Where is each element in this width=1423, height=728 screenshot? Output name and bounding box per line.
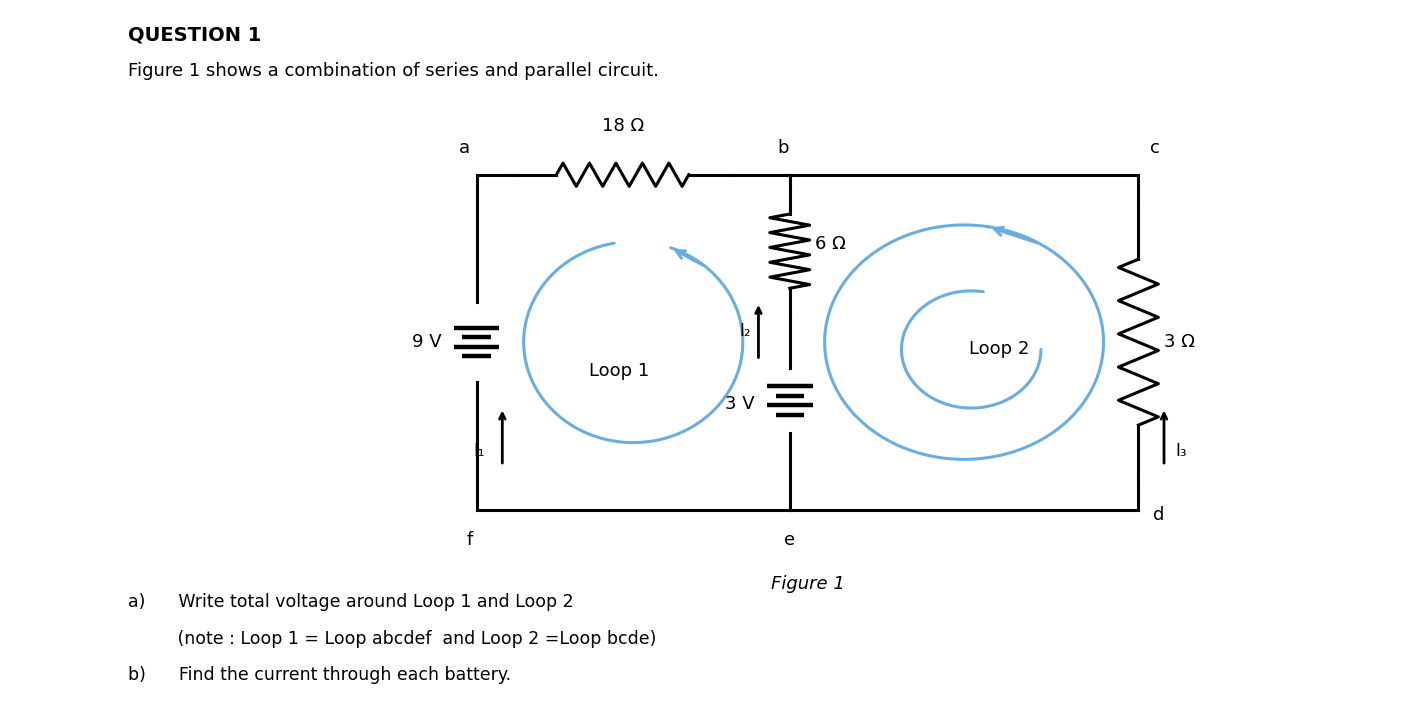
Text: 18 Ω: 18 Ω	[602, 116, 643, 135]
Text: b: b	[777, 138, 788, 157]
Text: (note : Loop 1 = Loop abcdef  and Loop 2 =Loop bcde): (note : Loop 1 = Loop abcdef and Loop 2 …	[128, 630, 656, 648]
Text: I₁: I₁	[474, 443, 485, 460]
Text: f: f	[467, 531, 472, 550]
Text: b)      Find the current through each battery.: b) Find the current through each battery…	[128, 666, 511, 684]
Text: 9 V: 9 V	[411, 333, 441, 351]
Text: Figure 1 shows a combination of series and parallel circuit.: Figure 1 shows a combination of series a…	[128, 62, 659, 80]
Text: 3 Ω: 3 Ω	[1164, 333, 1195, 351]
Text: Figure 1: Figure 1	[771, 575, 844, 593]
Text: a)      Write total voltage around Loop 1 and Loop 2: a) Write total voltage around Loop 1 and…	[128, 593, 573, 612]
Text: e: e	[784, 531, 795, 550]
Text: 6 Ω: 6 Ω	[815, 235, 847, 253]
Text: d: d	[1153, 506, 1164, 524]
Text: 3 V: 3 V	[724, 395, 754, 413]
Text: QUESTION 1: QUESTION 1	[128, 25, 262, 44]
Text: Loop 1: Loop 1	[589, 363, 649, 380]
Text: I₃: I₃	[1175, 443, 1187, 460]
Text: Loop 2: Loop 2	[969, 341, 1030, 358]
Text: a: a	[458, 138, 470, 157]
Text: c: c	[1150, 138, 1160, 157]
Text: I₂: I₂	[740, 323, 751, 340]
